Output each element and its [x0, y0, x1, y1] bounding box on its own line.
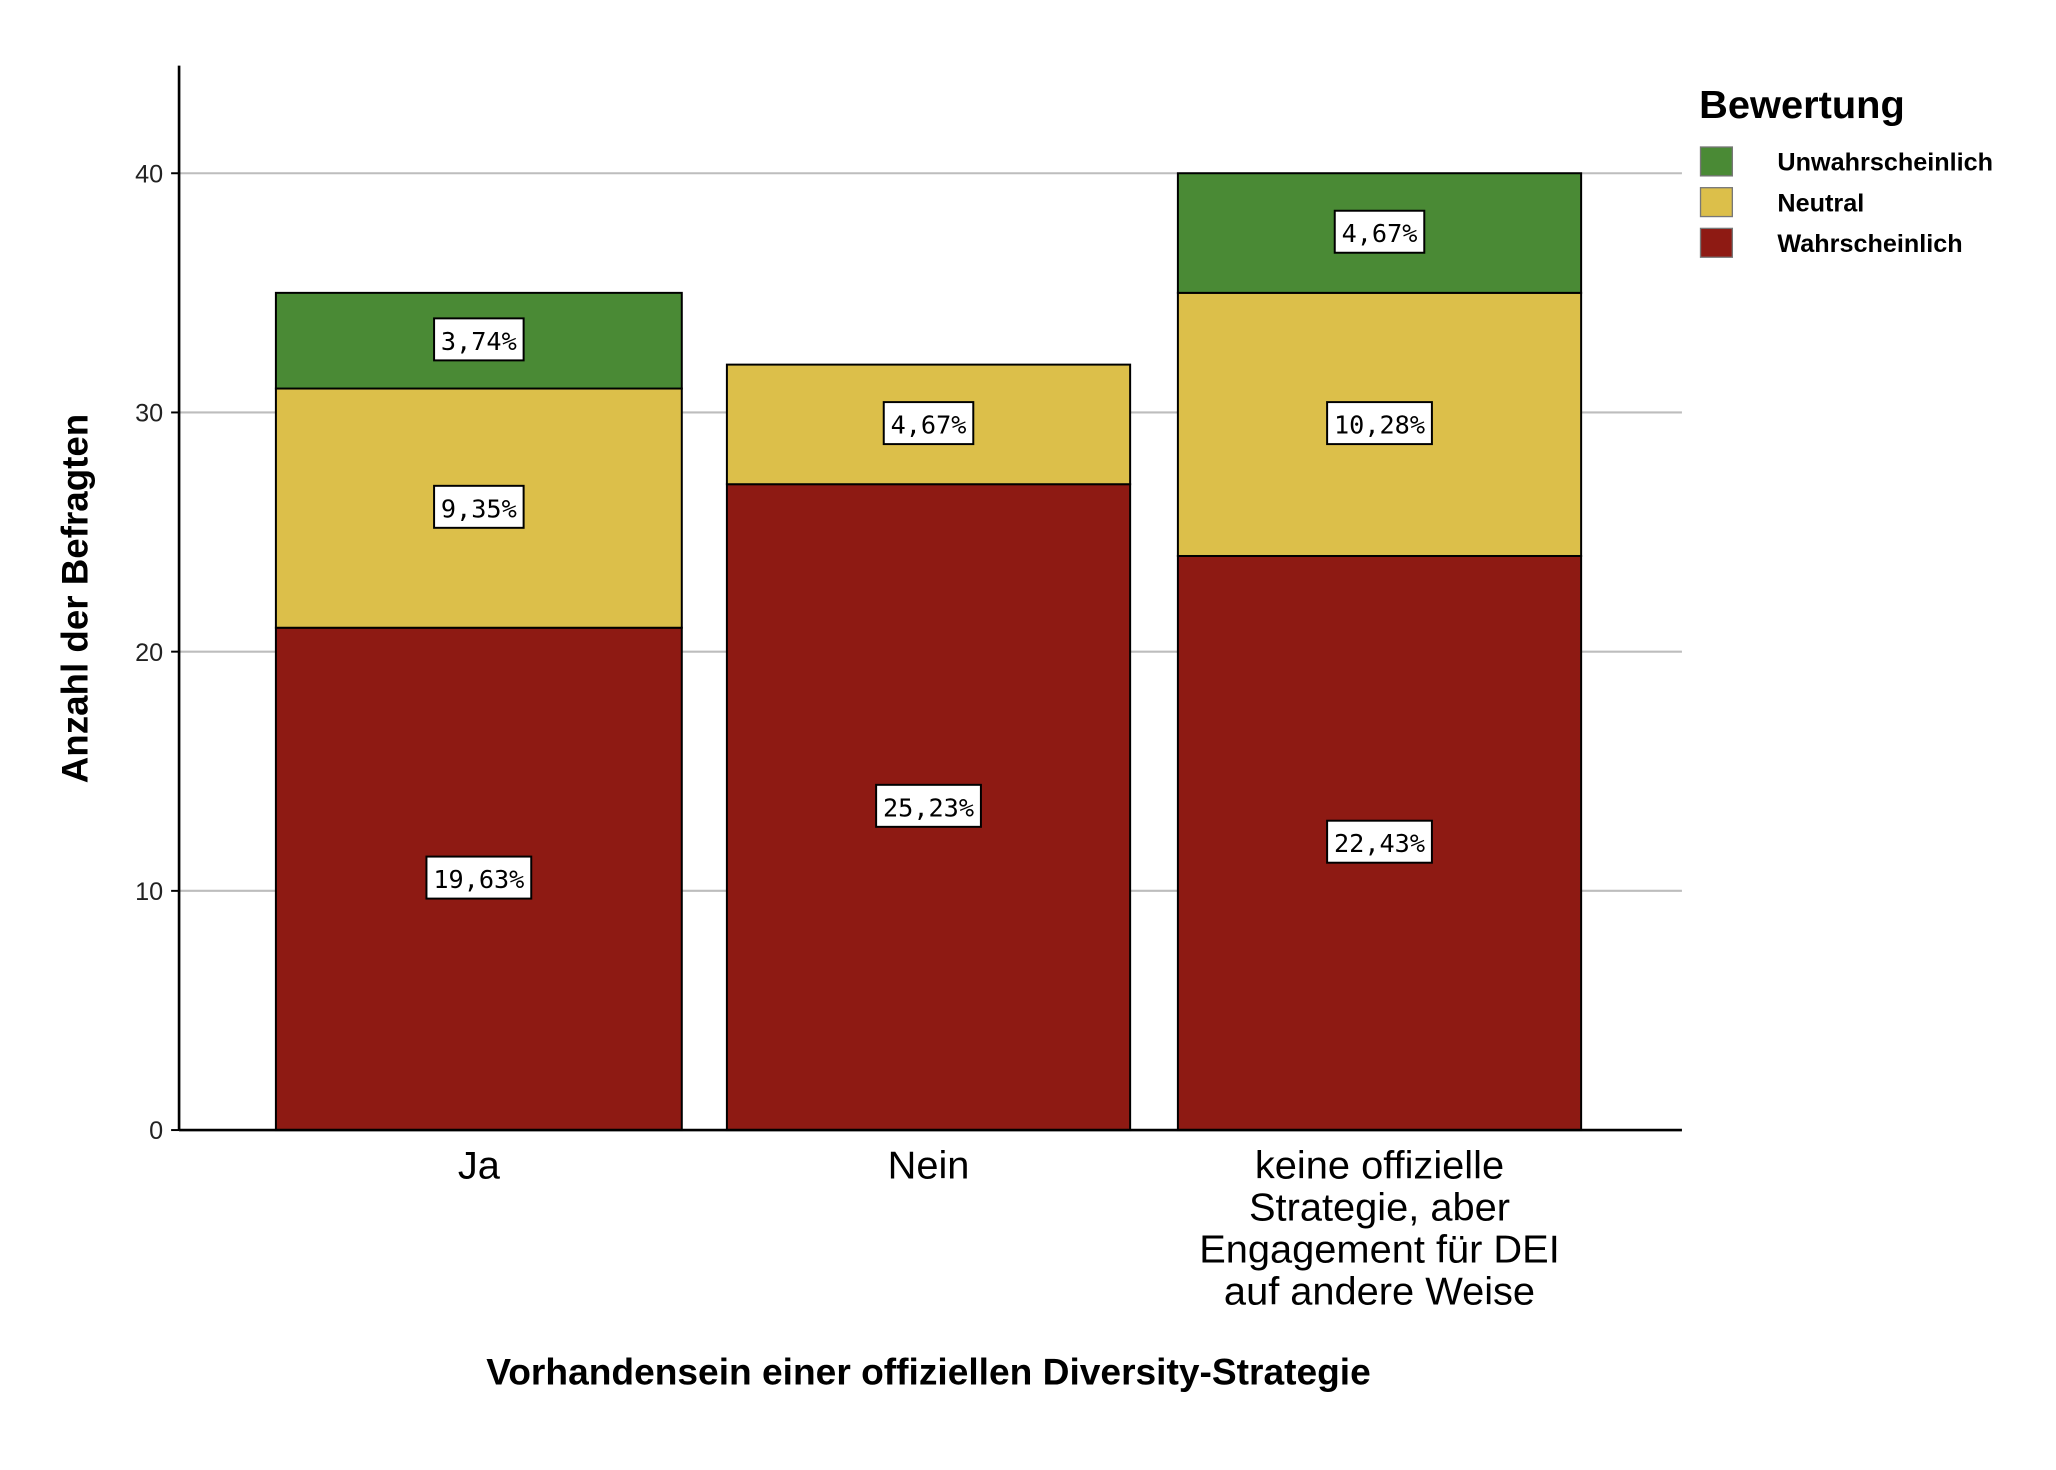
data-label: 22,43%	[1334, 829, 1425, 858]
x-tick-label: Engagement für DEI	[1199, 1228, 1560, 1272]
axes: 0 10 20 30 40	[135, 65, 1682, 1145]
x-tick-label: Strategie, aber	[1249, 1186, 1510, 1230]
data-label-box	[433, 317, 525, 362]
legend-label: Wahrscheinlich	[1777, 230, 1962, 258]
data-label: 9,35%	[441, 494, 517, 523]
legend: Bewertung Unwahrscheinlich Neutral Wahrsch…	[1699, 83, 1993, 258]
legend-title: Bewertung	[1699, 83, 1905, 127]
data-label-box	[882, 401, 975, 446]
data-labels: 19,63% 9,35% 3,74% 25,23% 4,67% 22,43% 10,28% 4…	[425, 209, 1433, 900]
data-label-box	[1333, 209, 1426, 254]
y-tick-label: 0	[149, 1117, 163, 1145]
x-tick-label: keine offizielle	[1255, 1144, 1504, 1188]
data-label-box	[1326, 401, 1433, 446]
x-tick-label: Nein	[888, 1144, 970, 1188]
data-label-box	[433, 484, 525, 529]
x-tick-label: auf andere Weise	[1224, 1270, 1535, 1314]
data-label: 4,67%	[891, 411, 967, 440]
y-tick-label: 40	[135, 161, 163, 189]
data-label-box	[425, 855, 533, 900]
legend-swatch-neutral	[1699, 187, 1734, 218]
y-axis-title: Anzahl der Befragten	[54, 414, 95, 784]
legend-label: Neutral	[1777, 189, 1864, 217]
legend-label: Unwahrscheinlich	[1777, 149, 1993, 177]
data-label-box	[1326, 819, 1433, 864]
data-label: 3,74%	[441, 327, 517, 356]
data-label-box	[875, 783, 982, 828]
legend-swatch-unwahrscheinlich	[1699, 146, 1734, 177]
legend-swatch-wahrscheinlich	[1699, 227, 1734, 258]
data-label: 10,28%	[1334, 411, 1425, 440]
y-tick-label: 30	[135, 400, 163, 428]
data-label: 25,23%	[883, 793, 974, 822]
data-label: 4,67%	[1342, 219, 1418, 248]
x-axis-title: Vorhandensein einer offiziellen Diversit…	[486, 1352, 1371, 1393]
y-tick-label: 20	[135, 639, 163, 667]
x-tick-label: Ja	[458, 1144, 501, 1188]
bars	[274, 172, 1583, 1132]
data-label: 19,63%	[433, 865, 524, 894]
y-tick-label: 10	[135, 878, 163, 906]
